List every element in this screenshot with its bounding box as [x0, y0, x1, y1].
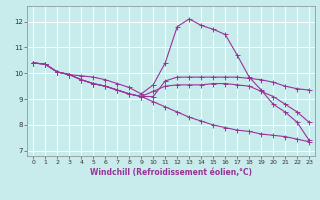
X-axis label: Windchill (Refroidissement éolien,°C): Windchill (Refroidissement éolien,°C) [90, 168, 252, 177]
